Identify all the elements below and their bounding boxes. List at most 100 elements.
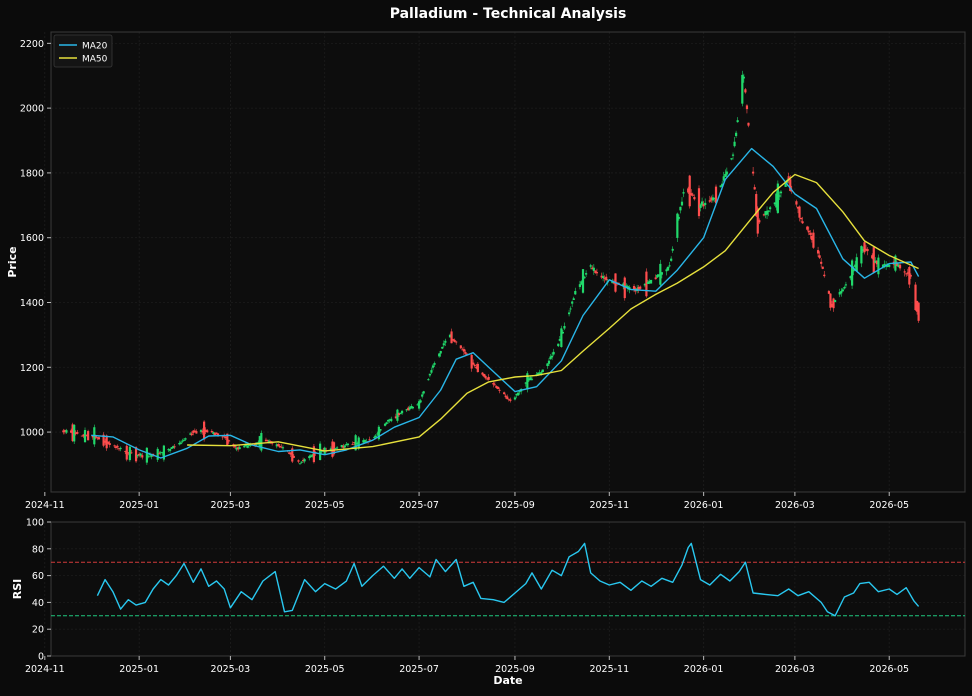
candle-body xyxy=(789,179,792,191)
candle-body xyxy=(752,171,755,174)
candlestick xyxy=(383,423,387,427)
candle-body xyxy=(119,447,122,450)
candle-body xyxy=(704,202,707,205)
candlestick xyxy=(74,430,77,436)
candle-body xyxy=(722,176,725,181)
candle-body xyxy=(280,446,283,448)
candle-body xyxy=(320,450,323,453)
candle-body xyxy=(65,430,68,433)
candle-body xyxy=(810,235,813,240)
candlestick xyxy=(807,226,810,236)
candle-body xyxy=(639,286,642,289)
candle-body xyxy=(203,421,206,440)
candle-body xyxy=(602,276,605,278)
candlestick xyxy=(340,444,343,448)
candle-body xyxy=(298,463,302,465)
candlestick xyxy=(210,429,213,433)
candle-body xyxy=(461,349,464,351)
candlestick xyxy=(854,260,857,270)
candlestick xyxy=(167,448,170,452)
candlestick xyxy=(168,448,172,453)
candle-body xyxy=(433,363,436,365)
candlestick xyxy=(439,350,442,357)
candlestick xyxy=(541,369,544,373)
candle-body xyxy=(125,445,128,460)
candle-body xyxy=(849,276,852,279)
candle-body xyxy=(376,433,379,435)
candle-body xyxy=(708,200,711,202)
candlestick xyxy=(419,398,422,404)
candlestick xyxy=(603,275,606,283)
candlestick xyxy=(643,283,646,288)
candle-body xyxy=(74,432,77,435)
candle-body xyxy=(94,436,97,438)
rsi-plot-area xyxy=(51,522,965,656)
candle-body xyxy=(397,413,401,416)
candlestick xyxy=(795,199,798,208)
candle-body xyxy=(600,275,603,278)
candlestick xyxy=(385,421,388,425)
candlestick xyxy=(108,440,111,448)
candlestick xyxy=(524,381,527,387)
candlestick xyxy=(472,359,475,365)
candlestick xyxy=(659,259,662,287)
candle-body xyxy=(594,270,597,273)
candlestick xyxy=(190,431,193,437)
candle-body xyxy=(769,207,772,210)
candlestick xyxy=(547,358,551,367)
candle-body xyxy=(150,454,153,457)
candle-body xyxy=(666,266,670,271)
candle-body xyxy=(844,284,848,286)
price-y-ticks: 1000 1200 1400 1600 1800 2000 2200 xyxy=(20,39,51,439)
candlestick xyxy=(170,447,173,450)
candle-body xyxy=(622,283,625,287)
candlestick xyxy=(851,258,854,290)
candlestick xyxy=(162,444,165,462)
candle-body xyxy=(289,452,292,455)
candle-body xyxy=(244,445,247,447)
candlestick xyxy=(345,442,348,446)
candlestick xyxy=(866,247,869,256)
candle-body xyxy=(721,183,724,187)
candlestick xyxy=(702,201,705,209)
candle-body xyxy=(204,429,207,433)
candle-body xyxy=(442,343,445,346)
candlestick xyxy=(487,374,490,381)
candlestick xyxy=(762,213,766,217)
candlestick xyxy=(71,422,74,443)
candle-body xyxy=(173,446,176,448)
candlestick xyxy=(600,272,603,280)
candlestick xyxy=(812,229,815,249)
candle-body xyxy=(547,360,551,364)
candlestick xyxy=(179,440,183,445)
candle-body xyxy=(537,372,540,375)
candle-body xyxy=(843,287,846,289)
candlestick xyxy=(827,290,831,295)
candle-body xyxy=(340,444,343,448)
rsi-x-tick-label: 2026-05 xyxy=(869,664,909,675)
candle-body xyxy=(421,394,424,397)
candlestick xyxy=(752,166,755,176)
candlestick xyxy=(903,269,906,277)
rsi-x-tick-label: 2024-11 xyxy=(25,664,65,675)
candlestick xyxy=(654,274,657,280)
candlestick xyxy=(76,429,79,435)
candle-body xyxy=(139,453,142,456)
candle-body xyxy=(753,187,756,190)
price-axes-frame xyxy=(50,31,966,493)
candle-body xyxy=(331,441,334,457)
candle-body xyxy=(113,445,116,447)
candle-body xyxy=(832,298,835,309)
candlestick xyxy=(584,270,588,278)
candle-body xyxy=(450,331,453,344)
candle-body xyxy=(558,339,561,341)
candlestick xyxy=(557,343,560,348)
candle-body xyxy=(838,291,841,295)
candlestick xyxy=(442,340,445,348)
candlestick xyxy=(843,285,846,290)
candlestick xyxy=(301,457,305,463)
candle-body xyxy=(238,447,241,450)
candlestick xyxy=(708,195,711,204)
price-y-tick-label: 1400 xyxy=(20,298,44,309)
